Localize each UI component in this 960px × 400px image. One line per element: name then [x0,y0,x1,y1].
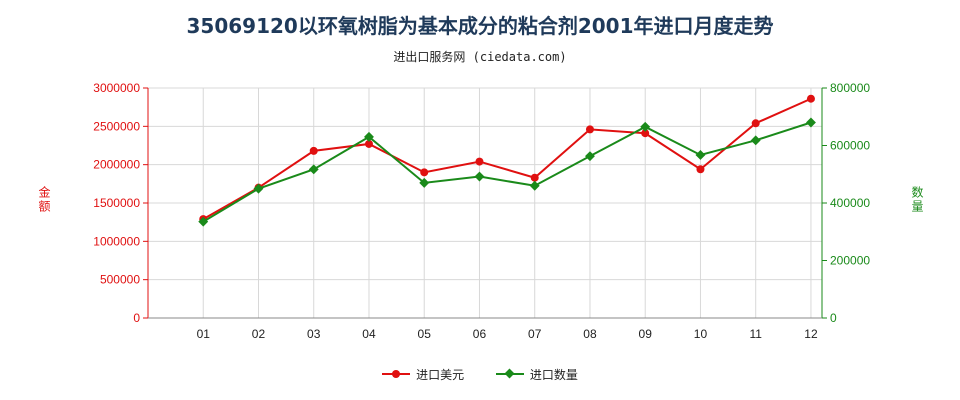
data-point-1 [751,119,760,128]
y-tick-left: 2000000 [93,158,140,172]
data-point-1 [696,165,705,174]
data-point-1 [309,146,318,155]
legend-item-series2[interactable]: 进口数量 [495,366,578,383]
y-axis-right-label: 数量 [910,186,924,214]
y-tick-right: 800000 [830,81,870,95]
data-point-2 [253,183,264,194]
y-tick-right: 400000 [830,196,870,210]
legend-label-series2: 进口数量 [529,367,578,382]
data-point-2 [585,151,595,162]
data-point-2 [419,177,430,188]
y-tick-left: 3000000 [93,81,140,95]
data-point-2 [364,131,374,142]
y-tick-left: 2500000 [93,119,140,133]
data-point-1 [585,125,594,134]
x-tick-label: 08 [583,327,597,341]
x-tick-label: 12 [804,327,818,341]
y-tick-right: 200000 [830,254,870,268]
chart-title: 35069120以环氧树脂为基本成分的粘合剂2001年进口月度走势 [186,14,774,38]
series-line-1 [202,97,812,220]
data-point-2 [806,117,816,128]
x-tick-label: 03 [307,327,321,341]
x-tick-label: 04 [362,327,376,341]
data-point-2 [308,164,319,175]
y-tick-right: 0 [830,311,837,325]
series-line-2 [202,121,812,223]
data-point-2 [529,180,540,191]
x-tick-label: 05 [418,327,432,341]
y-tick-left: 500000 [100,273,140,287]
data-point-2 [198,216,209,227]
legend-label-series1: 进口美元 [416,367,465,382]
legend-item-series1[interactable]: 进口美元 [382,366,464,383]
data-point-1 [420,168,429,177]
data-point-1 [806,94,815,103]
x-tick-label: 11 [749,327,762,341]
x-tick-label: 02 [252,327,266,341]
data-point-2 [695,150,706,160]
data-point-2 [750,135,761,146]
data-point-2 [474,171,485,182]
x-tick-label: 01 [197,327,211,341]
legend-swatch-series1 [382,370,411,378]
data-point-1 [641,129,650,138]
legend-swatch-series2 [495,373,524,375]
data-point-1 [530,173,539,182]
x-tick-label: 09 [639,327,653,341]
data-point-1 [364,139,373,148]
x-tick-label: 10 [694,327,708,341]
data-point-1 [475,157,484,166]
x-tick-label: 06 [473,327,487,341]
chart-subtitle: 进出口服务网 (ciedata.com) [393,50,567,64]
y-tick-right: 600000 [830,139,870,153]
y-axis-left-label: 金额 [37,186,51,214]
y-tick-left: 1000000 [93,234,140,248]
y-tick-left: 1500000 [93,196,140,210]
y-tick-left: 0 [133,311,140,325]
x-tick-label: 07 [528,327,542,341]
legend: 进口美元 进口数量 [0,364,960,383]
data-point-2 [640,121,651,132]
